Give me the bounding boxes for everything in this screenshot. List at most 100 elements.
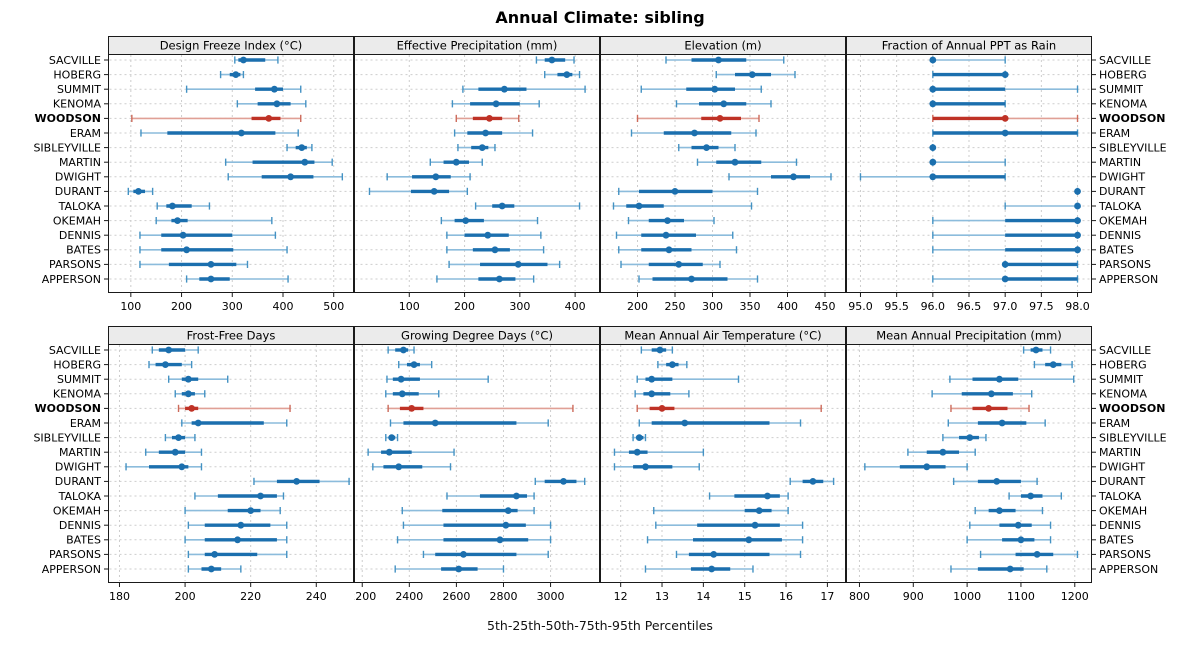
interval-taloka [708,492,789,500]
axis-tick-label: 15 [738,590,752,603]
axis-tick-label: 400 [565,300,586,313]
panel-title: Fraction of Annual PPT as Rain [882,39,1056,53]
interval-eram [389,419,549,427]
median-dot [183,246,191,254]
interval-okemah [440,217,539,225]
station-label-eram: ERAM [1099,127,1130,140]
median-dot [642,463,649,471]
interval-hoberg [715,71,796,79]
station-label-okemah: OKEMAH [1099,504,1147,517]
panel-title: Elevation (m) [684,39,761,53]
station-label-sibleyville: SIBLEYVILLE [1099,431,1167,444]
axis-tick-label: 97.0 [993,300,1018,313]
station-label-apperson: APPERSON [42,563,101,576]
trellis-row-2: SACVILLE HOBERG SUMMIT KENOMA WOODSON ERAM SIB… [2,326,1198,616]
median-dot [431,419,439,427]
median-dot [929,56,937,64]
median-dot [492,100,500,108]
interval-bates [184,536,288,544]
median-dot [691,129,698,137]
median-dot [716,115,724,122]
interval-summit [636,375,740,383]
station-label-taloka: TALOKA [58,490,102,503]
panel-design-freeze-index-c: Design Freeze Index (°C) 100 200 300 400 500 [108,36,354,313]
axis-tick-label: 16 [779,590,793,603]
interval-dwight [372,463,452,471]
panel-title: Mean Annual Air Temperature (°C) [624,329,821,343]
median-dot [287,173,294,181]
x-axis: 800 900 1000 1100 1200 [849,582,1089,603]
interval-dennis [139,231,277,239]
median-dot [232,71,240,78]
median-dot [498,202,506,210]
station-label-woodson: WOODSON [35,402,101,415]
median-dot [755,507,763,514]
interval-kenoma [385,390,440,398]
interval-sibleyville [942,434,987,442]
interval-sibleyville [632,434,647,442]
median-dot [671,188,679,195]
axis-tick-label: 200 [171,300,192,313]
median-dot [513,492,520,500]
median-dot [966,434,974,441]
axis-tick-label: 400 [272,300,293,313]
station-label-sibleyville: SIBLEYVILLE [33,141,101,154]
median-dot [265,115,273,122]
station-label-parsons: PARSONS [49,548,101,561]
interval-taloka [1008,492,1063,500]
station-label-durant: DURANT [55,185,101,198]
station-label-summit: SUMMIT [1099,373,1143,386]
median-dot [408,405,416,412]
median-dot [400,346,407,354]
station-label-eram: ERAM [1099,417,1130,430]
axis-tick-label: 200 [454,300,475,313]
station-label-taloka: TALOKA [1098,200,1142,213]
axis-tick-label: 1000 [953,590,981,603]
median-dot [993,478,1001,485]
median-dot [745,536,753,544]
median-dot [175,434,182,441]
interval-sacville [234,56,279,64]
station-label-durant: DURANT [55,475,101,488]
station-label-hoberg: HOBERG [1099,358,1147,371]
median-dot [169,202,176,210]
station-label-sacville: SACVILLE [49,54,101,67]
panel-slot-mean-annual-precipitation-mm: Mean Annual Precipitation (mm) 800 900 1000… [846,326,1092,616]
station-label-bates: BATES [66,534,101,547]
median-dot [162,361,169,368]
median-dot [1074,246,1081,254]
median-dot [658,405,666,412]
station-label-sacville: SACVILLE [1099,344,1151,357]
median-dot [998,419,1006,427]
interval-eram [181,419,288,427]
station-label-durant: DURANT [1099,475,1145,488]
panel-slot-effective-precipitation-mm: Effective Precipitation (mm) 100 200 300 400 [354,36,600,326]
station-label-dennis: DENNIS [1099,229,1141,242]
interval-sibleyville [678,144,736,152]
median-dot [1001,275,1009,283]
median-dot [385,448,393,456]
station-label-taloka: TALOKA [1098,490,1142,503]
axis-tick-label: 2200 [354,590,376,603]
panel-slot-mean-annual-air-temperature-c: Mean Annual Air Temperature (°C) 12 13 14 15… [600,326,846,616]
interval-sacville [387,346,415,354]
axis-tick-label: 500 [323,300,344,313]
median-dot [135,188,142,195]
axis-tick-label: 3000 [537,590,565,603]
station-label-bates: BATES [1099,244,1134,257]
station-label-apperson: APPERSON [1099,563,1158,576]
plot-area [108,344,354,583]
interval-hoberg [544,71,581,79]
interval-parsons [139,260,249,268]
median-dot [514,261,522,268]
median-dot [171,448,179,456]
interval-kenoma [451,100,540,108]
median-dot [648,390,656,398]
axis-tick-label: 96.5 [957,300,982,313]
interval-martin [613,448,705,456]
interval-bates [618,246,738,254]
interval-martin [907,448,976,456]
interval-bates [646,536,804,544]
interval-dennis [932,231,1081,239]
median-dot [482,129,489,137]
